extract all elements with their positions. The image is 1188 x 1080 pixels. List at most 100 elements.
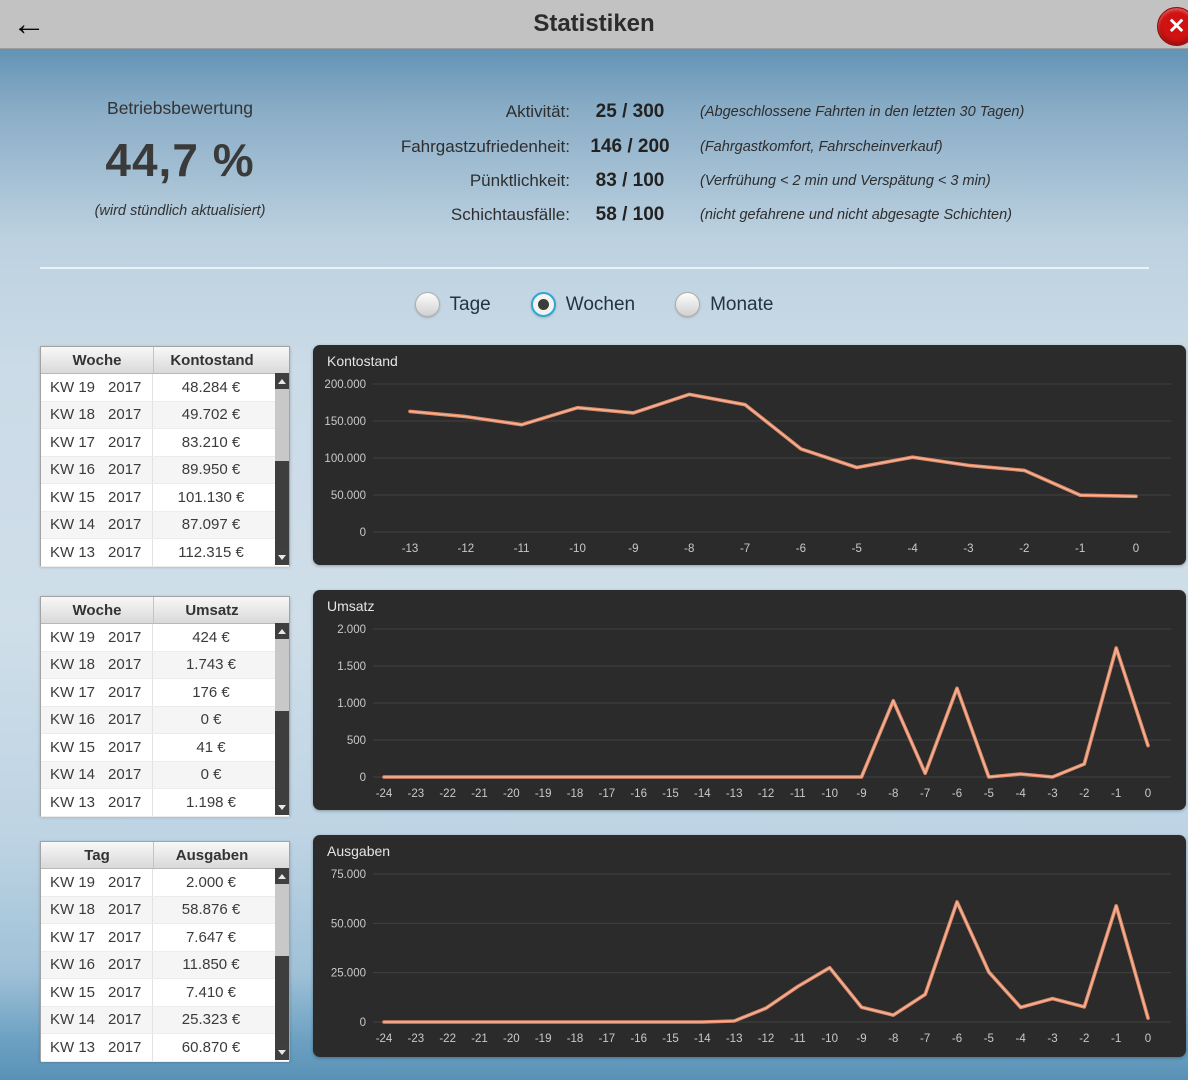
week-cell: KW 19 2017 <box>41 624 153 651</box>
week-cell: KW 14 2017 <box>41 1006 153 1033</box>
year-label: 2017 <box>108 628 142 646</box>
scroll-up-button[interactable] <box>275 623 289 639</box>
week-cell: KW 16 2017 <box>41 456 153 483</box>
x-tick-label: -19 <box>535 1033 552 1045</box>
x-tick-label: -18 <box>567 788 584 800</box>
metric-row: Schichtausfälle: 58 / 100 (nicht gefahrene… <box>320 202 1160 228</box>
x-tick-label: -8 <box>684 543 694 555</box>
down-arrow-icon <box>278 1049 286 1055</box>
x-tick-label: -11 <box>790 1033 806 1045</box>
y-tick-label: 150.000 <box>324 416 366 428</box>
scrollbar[interactable] <box>275 373 289 565</box>
x-tick-label: -2 <box>1079 788 1089 800</box>
scroll-thumb[interactable] <box>275 711 289 801</box>
week-label: KW 17 <box>50 683 96 701</box>
week-label: KW 16 <box>50 461 96 479</box>
year-label: 2017 <box>108 928 142 946</box>
week-cell: KW 13 2017 <box>41 539 153 566</box>
column-header: Umsatz <box>185 601 239 619</box>
week-label: KW 16 <box>50 956 96 974</box>
week-label: KW 14 <box>50 516 96 534</box>
table-row: KW 15 2017 101.130 € <box>41 484 289 512</box>
table-row: KW 18 2017 58.876 € <box>41 896 289 924</box>
x-tick-label: -10 <box>569 543 586 555</box>
week-cell: KW 15 2017 <box>41 734 153 761</box>
metric-description: (Fahrgastkomfort, Fahrscheinverkauf) <box>700 139 943 155</box>
value-cell: 0 € <box>200 766 222 784</box>
week-label: KW 13 <box>50 1038 96 1056</box>
scrollbar[interactable] <box>275 868 289 1060</box>
value-cell: 49.702 € <box>181 406 241 424</box>
x-tick-label: -14 <box>694 788 711 800</box>
value-cell: 87.097 € <box>181 516 241 534</box>
data-line <box>383 647 1149 778</box>
week-cell: KW 17 2017 <box>41 679 153 706</box>
data-line <box>383 901 1149 1023</box>
scrollbar[interactable] <box>275 623 289 815</box>
kontostand-table: Woche Kontostand KW 19 2017 48.284 € KW 18 201… <box>40 346 290 567</box>
scroll-up-button[interactable] <box>275 373 289 389</box>
x-tick-label: -15 <box>662 1033 679 1045</box>
y-tick-label: 100.000 <box>324 453 366 465</box>
week-label: KW 13 <box>50 543 96 561</box>
metric-row: Pünktlichkeit: 83 / 100 (Verfrühung < 2 mi… <box>320 168 1160 194</box>
x-tick-label: -19 <box>535 788 552 800</box>
x-tick-label: -2 <box>1079 1033 1089 1045</box>
table-row: KW 19 2017 2.000 € <box>41 869 289 897</box>
table-row: KW 13 2017 112.315 € <box>41 539 289 567</box>
value-cell: 48.284 € <box>181 378 241 396</box>
scroll-down-button[interactable] <box>275 549 289 565</box>
period-option-tage[interactable]: Tage <box>414 292 491 317</box>
scroll-thumb[interactable] <box>275 956 289 1046</box>
radio-button-selected[interactable] <box>530 292 556 317</box>
column-header: Woche <box>41 597 154 623</box>
x-tick-label: -3 <box>963 543 973 555</box>
scroll-thumb[interactable] <box>275 461 289 551</box>
x-tick-label: -1 <box>1111 788 1121 800</box>
y-tick-label: 50.000 <box>331 918 366 930</box>
value-cell: 58.876 € <box>181 901 241 919</box>
week-label: KW 13 <box>50 793 96 811</box>
metric-description: (Abgeschlossene Fahrten in den letzten 3… <box>700 104 1025 120</box>
radio-button[interactable] <box>675 292 701 317</box>
period-option-monate[interactable]: Monate <box>675 292 773 317</box>
metric-label: Fahrgastzufriedenheit: <box>400 137 570 156</box>
year-label: 2017 <box>108 461 142 479</box>
week-label: KW 15 <box>50 983 96 1001</box>
table-row: KW 19 2017 48.284 € <box>41 374 289 402</box>
week-cell: KW 17 2017 <box>41 924 153 951</box>
value-cell: 1.198 € <box>185 793 237 811</box>
year-label: 2017 <box>108 738 142 756</box>
year-label: 2017 <box>108 873 142 891</box>
section-divider <box>40 267 1149 269</box>
back-arrow-icon[interactable]: ← <box>12 5 46 43</box>
year-label: 2017 <box>108 793 142 811</box>
metrics: Aktivität: 25 / 300 (Abgeschlossene Fahrte… <box>320 48 1160 248</box>
year-label: 2017 <box>108 1038 142 1056</box>
scroll-up-button[interactable] <box>275 868 289 884</box>
year-label: 2017 <box>108 488 142 506</box>
radio-button[interactable] <box>414 292 440 317</box>
y-tick-label: 1.500 <box>337 661 366 673</box>
company-rating-block: Betriebsbewertung 44,7 % (wird stündlich… <box>40 98 320 219</box>
scroll-down-button[interactable] <box>275 799 289 815</box>
week-label: KW 17 <box>50 433 96 451</box>
table-row: KW 13 2017 60.870 € <box>41 1034 289 1062</box>
x-tick-label: -4 <box>907 543 918 555</box>
down-arrow-icon <box>278 554 286 560</box>
table-row: KW 14 2017 0 € <box>41 761 289 789</box>
close-icon: ✕ <box>1167 15 1186 38</box>
scroll-down-button[interactable] <box>275 1044 289 1060</box>
period-option-wochen[interactable]: Wochen <box>530 292 635 317</box>
close-button[interactable]: ✕ <box>1157 7 1188 46</box>
week-label: KW 17 <box>50 928 96 946</box>
week-label: KW 15 <box>50 488 96 506</box>
column-header: Tag <box>41 842 154 868</box>
x-tick-label: -1 <box>1075 543 1085 555</box>
metric-value: 58 / 100 <box>595 204 665 225</box>
week-label: KW 15 <box>50 738 96 756</box>
week-cell: KW 14 2017 <box>41 511 153 538</box>
